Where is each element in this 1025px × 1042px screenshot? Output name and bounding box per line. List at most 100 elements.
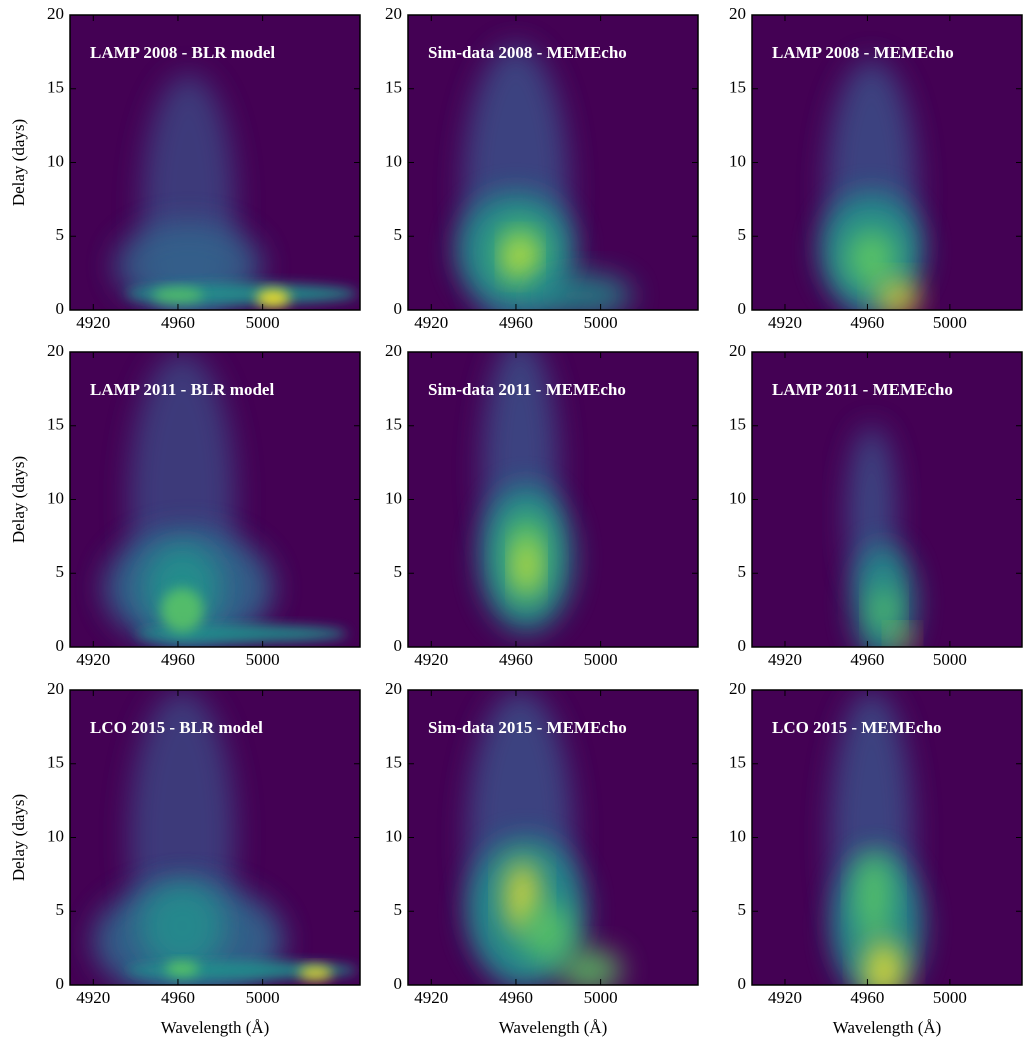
y-tick-label: 15 bbox=[47, 78, 64, 97]
x-tick-label: 5000 bbox=[246, 650, 280, 669]
panel: 0 5 10 15 20 4920 4960 5000 LCO 2015 - MEMEcho Wa… bbox=[729, 679, 1023, 1037]
y-tick-label: 15 bbox=[729, 78, 746, 97]
x-tick-label: 4920 bbox=[768, 313, 802, 332]
heatmap-glow bbox=[863, 940, 905, 985]
y-tick-label: 0 bbox=[738, 636, 747, 655]
heatmap-glow bbox=[165, 961, 200, 977]
y-tick-label: 20 bbox=[385, 4, 402, 23]
panel: 0 5 10 15 20 4920 4960 5000 LAMP 2011 - MEMEcho bbox=[729, 341, 1023, 669]
y-tick-label: 20 bbox=[47, 679, 64, 698]
y-tick-label: 5 bbox=[56, 562, 65, 581]
x-tick-label: 4920 bbox=[414, 313, 448, 332]
x-tick-label: 5000 bbox=[933, 313, 967, 332]
x-tick-label: 4960 bbox=[499, 650, 533, 669]
y-tick-label: 20 bbox=[729, 341, 746, 360]
panel: 0 5 10 15 20 4920 4960 5000 Sim-data 2015 - MEME… bbox=[385, 679, 699, 1037]
heatmap bbox=[70, 15, 360, 310]
x-tick-label: 5000 bbox=[933, 988, 967, 1007]
heatmap-glow bbox=[515, 539, 538, 593]
y-tick-label: 0 bbox=[738, 974, 747, 993]
x-tick-label: 4960 bbox=[850, 650, 884, 669]
y-tick-label: 15 bbox=[385, 415, 402, 434]
heatmap bbox=[408, 352, 698, 647]
y-axis-label: Delay (days) bbox=[9, 456, 28, 543]
heatmap bbox=[70, 352, 360, 647]
heatmap bbox=[408, 690, 698, 985]
y-tick-label: 15 bbox=[729, 415, 746, 434]
panel: 0 5 10 15 20 4920 4960 5000 Sim-data 2011 - MEME… bbox=[385, 341, 699, 669]
heatmap bbox=[408, 15, 698, 310]
y-tick-label: 5 bbox=[394, 562, 403, 581]
heatmap-glow bbox=[152, 287, 204, 303]
panel-title: LCO 2015 - BLR model bbox=[90, 718, 263, 737]
heatmap-glow bbox=[161, 588, 204, 633]
x-tick-label: 5000 bbox=[933, 650, 967, 669]
heatmap-glow bbox=[526, 273, 633, 310]
panel-title: LCO 2015 - MEMEcho bbox=[772, 718, 942, 737]
x-tick-label: 4920 bbox=[414, 988, 448, 1007]
x-tick-label: 5000 bbox=[584, 313, 618, 332]
panel-title: Sim-data 2008 - MEMEcho bbox=[428, 43, 627, 62]
y-tick-label: 20 bbox=[729, 4, 746, 23]
heatmap-glow bbox=[256, 289, 291, 308]
panel: 0 5 10 15 20 4920 4960 5000 LAMP 2008 - BLR mode… bbox=[9, 4, 361, 332]
heatmap bbox=[752, 352, 1022, 647]
x-axis-label: Wavelength (Å) bbox=[499, 1018, 608, 1037]
y-tick-label: 5 bbox=[394, 225, 403, 244]
heatmap-glow bbox=[877, 280, 919, 310]
x-axis-label: Wavelength (Å) bbox=[161, 1018, 270, 1037]
panel: 0 5 10 15 20 4920 4960 5000 LCO 2015 - BLR model… bbox=[9, 679, 361, 1037]
y-tick-label: 5 bbox=[56, 900, 65, 919]
y-tick-label: 0 bbox=[56, 636, 65, 655]
x-tick-label: 5000 bbox=[584, 988, 618, 1007]
x-axis-label: Wavelength (Å) bbox=[833, 1018, 942, 1037]
x-tick-label: 4960 bbox=[161, 988, 195, 1007]
y-tick-label: 5 bbox=[738, 900, 747, 919]
heatmap-glow bbox=[558, 948, 622, 985]
x-tick-label: 4960 bbox=[161, 313, 195, 332]
y-tick-label: 10 bbox=[729, 826, 746, 845]
heatmap bbox=[70, 690, 360, 985]
y-tick-label: 15 bbox=[47, 753, 64, 772]
panel: 0 5 10 15 20 4920 4960 5000 LAMP 2011 - BLR mode… bbox=[9, 341, 361, 669]
x-tick-label: 4920 bbox=[76, 650, 110, 669]
heatmap-glow bbox=[522, 903, 574, 963]
x-tick-label: 5000 bbox=[584, 650, 618, 669]
panel-title: Sim-data 2011 - MEMEcho bbox=[428, 380, 626, 399]
panel: 0 5 10 15 20 4920 4960 5000 Sim-data 2008 - MEME… bbox=[385, 4, 699, 332]
panel-title: LAMP 2011 - MEMEcho bbox=[772, 380, 953, 399]
heatmap-glow bbox=[135, 624, 348, 643]
x-tick-label: 4960 bbox=[850, 988, 884, 1007]
x-tick-label: 4920 bbox=[414, 650, 448, 669]
y-tick-label: 10 bbox=[729, 488, 746, 507]
y-tick-label: 5 bbox=[738, 562, 747, 581]
y-tick-label: 10 bbox=[385, 151, 402, 170]
y-tick-label: 15 bbox=[729, 753, 746, 772]
y-tick-label: 20 bbox=[47, 341, 64, 360]
panel: 0 5 10 15 20 4920 4960 5000 LAMP 2008 - MEMEcho bbox=[729, 4, 1023, 332]
y-tick-label: 20 bbox=[729, 679, 746, 698]
x-tick-label: 4920 bbox=[768, 650, 802, 669]
heatmap-glow bbox=[871, 588, 897, 633]
y-tick-label: 15 bbox=[47, 415, 64, 434]
heatmap-glow bbox=[139, 881, 225, 971]
heatmap bbox=[752, 15, 1022, 310]
x-tick-label: 5000 bbox=[246, 988, 280, 1007]
y-axis-label: Delay (days) bbox=[9, 119, 28, 206]
x-tick-label: 4920 bbox=[768, 988, 802, 1007]
y-tick-label: 20 bbox=[47, 4, 64, 23]
y-tick-label: 0 bbox=[394, 974, 403, 993]
y-tick-label: 5 bbox=[394, 900, 403, 919]
y-tick-label: 20 bbox=[385, 679, 402, 698]
heatmap-glow bbox=[507, 239, 533, 275]
x-tick-label: 4960 bbox=[499, 313, 533, 332]
y-tick-label: 10 bbox=[385, 488, 402, 507]
panel-title: LAMP 2008 - MEMEcho bbox=[772, 43, 954, 62]
x-tick-label: 5000 bbox=[246, 313, 280, 332]
y-axis-label: Delay (days) bbox=[9, 794, 28, 881]
heatmap-glow bbox=[892, 629, 913, 647]
y-tick-label: 5 bbox=[56, 225, 65, 244]
y-tick-label: 5 bbox=[738, 225, 747, 244]
